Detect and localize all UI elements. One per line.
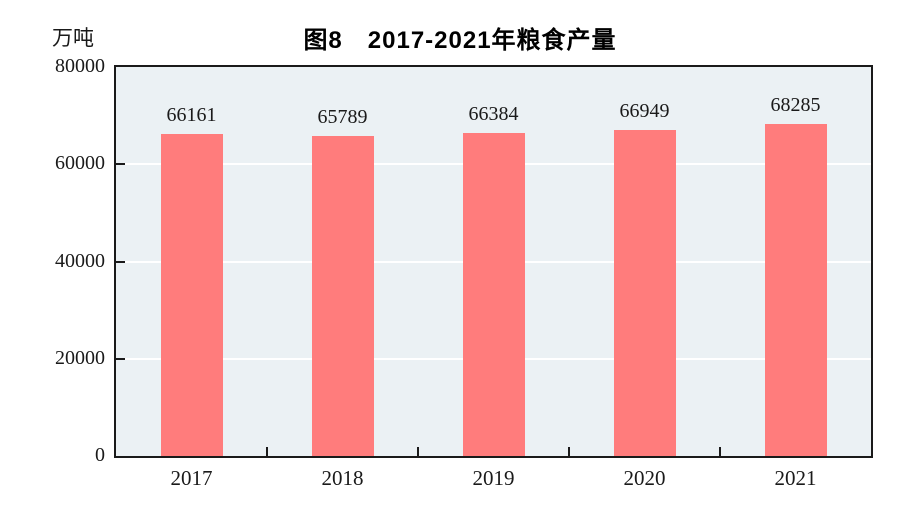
y-axis-label-20000: 20000 xyxy=(55,346,105,369)
y-axis-label-0: 0 xyxy=(95,444,105,466)
y-axis-label-80000: 80000 xyxy=(55,55,105,77)
x-axis-label-2021: 2021 xyxy=(774,466,817,490)
plot-area xyxy=(114,65,873,458)
y-tick-mark-20000 xyxy=(116,357,125,360)
x-tick-mark-4 xyxy=(719,447,721,456)
x-axis-label-2017: 2017 xyxy=(170,466,213,490)
y-axis-label-40000: 40000 xyxy=(55,249,105,272)
x-tick-mark-3 xyxy=(568,447,570,456)
x-tick-mark-2 xyxy=(417,447,419,456)
bar-value-label-2018: 65789 xyxy=(317,106,368,129)
x-tick-mark-1 xyxy=(266,447,268,456)
chart-title: 图8 2017-2021年粮食产量 xyxy=(303,27,617,54)
bar-value-label-2019: 66384 xyxy=(468,103,519,126)
x-axis-label-2018: 2018 xyxy=(321,466,364,490)
bar-2021 xyxy=(764,123,827,456)
x-axis-label-2019: 2019 xyxy=(472,466,515,490)
bar-value-label-2021: 68285 xyxy=(770,93,821,116)
bar-2017 xyxy=(160,134,223,456)
bar-2018 xyxy=(311,136,374,456)
x-axis-label-2020: 2020 xyxy=(623,466,666,490)
y-tick-mark-60000 xyxy=(116,163,125,166)
bar-value-label-2020: 66949 xyxy=(619,100,670,123)
y-axis-label-60000: 60000 xyxy=(55,152,105,175)
bar-2019 xyxy=(462,133,525,456)
y-tick-mark-40000 xyxy=(116,260,125,263)
bar-value-label-2017: 66161 xyxy=(166,104,217,127)
y-axis-unit-label: 万吨 xyxy=(52,26,94,50)
bar-2020 xyxy=(613,130,676,456)
